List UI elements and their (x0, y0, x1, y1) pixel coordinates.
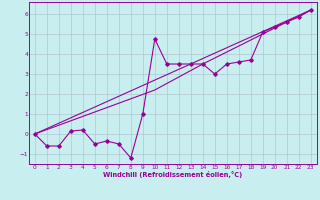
X-axis label: Windchill (Refroidissement éolien,°C): Windchill (Refroidissement éolien,°C) (103, 171, 243, 178)
